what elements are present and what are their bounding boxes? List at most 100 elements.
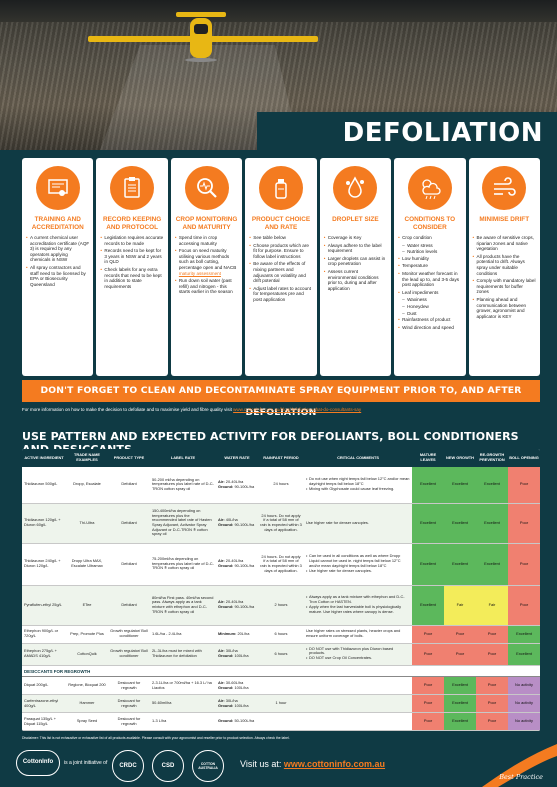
card-item: Adjust label rates to account for temper… <box>249 286 312 303</box>
maturity-assessment-link[interactable]: maturity assessment <box>178 270 221 276</box>
table-cell: Do not use when night temps fall below 1… <box>304 467 412 504</box>
table-cell: CottonQuik <box>66 643 108 666</box>
table-row: Thidiazuron 120g/L + Diuron 60g/L Thi-Ult… <box>22 503 540 544</box>
visit-link[interactable]: www.cottoninfo.com.au <box>283 759 386 769</box>
column-header: WATER RATE <box>216 449 258 467</box>
table-cell: Defoliant <box>108 585 150 626</box>
table-cell: Excellent <box>444 712 476 731</box>
more-info-link[interactable]: www.cottoninfo.com.au/blog/defoliation-w… <box>233 407 362 412</box>
table-cell: 24 hours. Do not apply if a total of 58 … <box>258 503 304 544</box>
table-cell: Poor <box>476 676 508 696</box>
table-cell: Thidiazuron 240g/L + Diuron 120g/L <box>22 543 66 586</box>
table-cell: Desiccant for regrowth <box>108 676 150 696</box>
card-crop-monitoring-and-maturity: CROP MONITORING AND MATURITY Spend time i… <box>170 158 243 376</box>
table-cell: Poor <box>476 694 508 714</box>
table-cell: Excellent <box>412 585 444 626</box>
table-cell: Paraquat 135g/L + Diquat 115g/L <box>22 712 66 731</box>
table-cell: Excellent <box>444 503 476 544</box>
table-cell: Excellent <box>412 467 444 504</box>
water-value: 30-60L/ha <box>225 680 244 685</box>
card-item-text: Rainfastness of product <box>402 317 451 323</box>
water-label: Ground: <box>218 522 234 527</box>
certificate-icon <box>35 166 80 210</box>
card-item: Check labels for any extra records that … <box>100 267 163 289</box>
joint-initiative-text: is a joint initiative of <box>64 760 108 766</box>
cotton-australia-logo: COTTON AUSTRALIA <box>192 750 224 782</box>
table-cell: Poor <box>508 543 540 586</box>
water-label: Air: <box>218 517 225 523</box>
table-cell: Fair <box>476 585 508 626</box>
card-item: Dust <box>398 311 461 317</box>
table-header-row: ACTIVE INGREDIENT TRADE NAME EXAMPLES PROD… <box>22 449 540 467</box>
column-header: PRODUCT TYPE <box>108 449 150 467</box>
table-cell: Excellent <box>476 467 508 504</box>
card-item: Water stress <box>398 243 461 249</box>
table-cell: Prep, Promote Plus <box>66 625 108 644</box>
card-item-text: See table below <box>253 235 286 240</box>
water-value: 20-40L/ha <box>225 599 244 605</box>
table-row: Paraquat 135g/L + Diquat 115g/L Spray See… <box>22 712 540 731</box>
card-item-text: Leaf impediments <box>402 289 439 295</box>
card-item-text: Dust <box>407 310 417 316</box>
card-item-text: Legislation requires accurate records to… <box>104 235 164 246</box>
water-label: Ground: <box>218 483 234 489</box>
comment-item: Apply when the last harvestable boll is … <box>306 604 410 614</box>
table-cell: No activity <box>508 712 540 731</box>
table-cell: Ethephon 900g/L or 720g/L <box>22 625 66 644</box>
card-title: MINIMISE DRIFT <box>479 216 530 223</box>
card-item-text: Records need to be kept for 3 years in N… <box>104 248 162 265</box>
comment-item: Do not use when night temps fall below 1… <box>306 477 410 486</box>
water-label: Ground: <box>218 702 234 708</box>
card-item-text: Assess current environmental conditions … <box>327 268 379 291</box>
disclaimer: Disclaimer: This list is not exhaustive … <box>22 736 290 740</box>
table-cell: No activity <box>508 694 540 714</box>
card-item: A current chemical user accreditation ce… <box>26 235 89 263</box>
card-item-text: Be aware of sensitive crops, riparian zo… <box>476 235 534 252</box>
card-item: Choose products which are fit for purpos… <box>249 243 312 260</box>
card-item-text: Water stress <box>407 242 433 248</box>
column-header: BOLL OPENING <box>508 449 540 467</box>
table-cell: Carfentrazone-ethyl 400g/L <box>22 694 66 714</box>
table-cell: ETee <box>66 585 108 626</box>
footer: CottonInfo is a joint initiative of CRDC… <box>0 744 557 787</box>
card-item-text: Choose products which are fit for purpos… <box>253 242 309 259</box>
card-item: Monitor weather forecast in the lead up … <box>398 271 461 288</box>
table-cell: Defoliant <box>108 467 150 504</box>
comment-item: Use higher rate for denser canopies. <box>306 568 410 574</box>
table-cell <box>258 712 304 731</box>
card-item-text: Coverage is Key <box>327 235 362 240</box>
title-bar: DEFOLIATION PREPARATION <box>257 112 557 150</box>
table-cell: Poor <box>476 625 508 644</box>
water-value: 100L/ha <box>234 702 249 708</box>
table-cell: Excellent <box>444 676 476 696</box>
table-cell: Dropp, Escalate <box>66 467 108 504</box>
table-cell: Air: 20-40L/ha Ground: 90-100L/ha <box>216 585 258 626</box>
column-header: RAINFAST PERIOD <box>258 449 304 467</box>
more-info-label: For more information on how to make the … <box>22 407 234 412</box>
table-cell: Air: 40L/ha Ground: 90-100L/ha <box>216 503 258 544</box>
table-cell: Excellent <box>412 503 444 544</box>
card-item: Rainfastness of product <box>398 317 461 323</box>
column-header: ACTIVE INGREDIENT <box>22 449 66 467</box>
table-cell: Diquat 200g/L <box>22 676 66 696</box>
water-value: 90-100L/ha <box>234 483 255 489</box>
table-cell: Poor <box>412 694 444 714</box>
card-item-text: Always adhere to the label requirement <box>327 242 382 254</box>
card-record-keeping-and-protocol: RECORD KEEPING AND PROTOCOL Legislation r… <box>96 158 168 376</box>
crdc-logo: CRDC <box>112 750 144 782</box>
card-item-text: A current chemical user accreditation ce… <box>30 235 90 263</box>
table-cell: Defoliant <box>108 543 150 586</box>
water-label: Ground: <box>218 653 234 658</box>
clipboard-icon <box>110 166 155 210</box>
card-item: Wind direction and speed <box>398 325 461 331</box>
card-item: Nutrition levels <box>398 249 461 255</box>
table-cell: 1-3 L/ha <box>150 712 216 731</box>
card-item-text: Adjust label rates to account for temper… <box>253 285 311 302</box>
card-item-text: Be aware of the effects of mixing partne… <box>253 261 306 284</box>
card-item-text: Focus on seed maturity utilising various… <box>178 248 237 270</box>
water-value: 40L/ha <box>225 517 238 523</box>
water-label: Air: <box>218 479 225 485</box>
water-label: Air: <box>218 698 225 703</box>
water-value: 30L/ha <box>225 698 238 703</box>
card-item-text: Spend time in crop accessing maturity <box>178 235 218 246</box>
